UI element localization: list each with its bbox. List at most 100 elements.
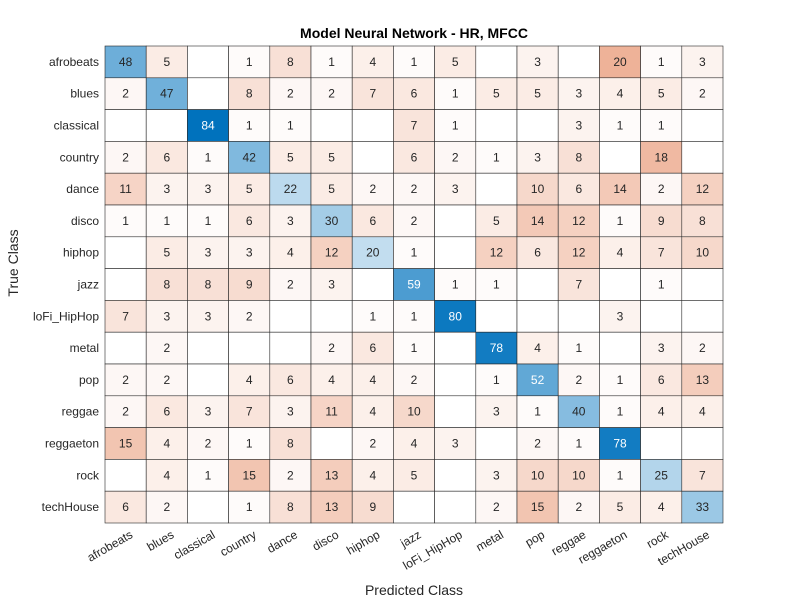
cell-lofi-hiphop-reggaeton [599, 300, 641, 333]
cell-value: 80 [449, 309, 463, 323]
cell-dance-rock [640, 172, 683, 206]
x-tick-label: classical [171, 527, 217, 562]
cell-reggaeton-country [228, 427, 271, 460]
cell-reggae-afrobeats [104, 395, 147, 428]
cell-dance-pop [516, 172, 559, 206]
cell-metal-country [228, 331, 271, 365]
cell-metal-afrobeats [104, 331, 147, 365]
cell-hiphop-jazz [393, 236, 435, 269]
cell-value: 3 [328, 278, 335, 292]
cell-rock-reggaeton [599, 459, 641, 492]
cell-value: 6 [163, 150, 170, 164]
cell-hiphop-classical [187, 236, 229, 269]
y-tick-label: loFi_HipHop [33, 309, 99, 323]
cell-value: 52 [531, 373, 545, 387]
cell-afrobeats-classical [187, 45, 229, 79]
cell-value: 8 [163, 278, 170, 292]
cell-value: 3 [534, 150, 541, 164]
cell-metal-dance [269, 331, 312, 365]
cell-value: 1 [617, 405, 624, 419]
cell-disco-reggaeton [599, 204, 641, 238]
cell-value: 13 [325, 468, 339, 482]
x-tick-label: disco [310, 527, 342, 553]
cell-value: 1 [658, 55, 665, 69]
cell-value: 1 [122, 214, 129, 228]
cell-techhouse-pop [516, 490, 559, 524]
cell-afrobeats-techhouse [681, 45, 724, 79]
cell-value: 18 [655, 150, 669, 164]
cell-hiphop-dance [269, 236, 312, 269]
cell-value: 8 [287, 437, 294, 451]
cell-classical-pop [516, 109, 559, 142]
cell-reggae-reggaeton [599, 395, 641, 428]
cell-value: 10 [696, 246, 710, 260]
cell-reggae-techhouse [681, 395, 724, 428]
cell-value: 10 [531, 182, 545, 196]
x-tick-label: metal [473, 527, 505, 554]
cell-value: 9 [658, 214, 665, 228]
cell-pop-blues [145, 363, 188, 397]
cell-hiphop-lofi-hiphop [434, 236, 477, 269]
cell-value: 40 [572, 405, 586, 419]
x-tick-label: afrobeats [85, 527, 135, 564]
cell-value: 2 [163, 341, 170, 355]
cell-value: 33 [696, 500, 710, 514]
cell-dance-dance [269, 172, 312, 206]
cell-techhouse-classical [187, 490, 229, 524]
cell-afrobeats-blues [145, 45, 188, 79]
cell-lofi-hiphop-blues [145, 300, 188, 333]
cell-hiphop-metal [475, 236, 518, 269]
cell-classical-lofi-hiphop [434, 109, 477, 142]
cell-lofi-hiphop-reggae [557, 300, 600, 333]
cell-value: 2 [575, 500, 582, 514]
cell-value: 2 [122, 405, 129, 419]
cell-hiphop-disco [310, 236, 353, 269]
cell-value: 12 [572, 214, 586, 228]
cell-jazz-hiphop [351, 268, 394, 301]
cell-value: 14 [531, 214, 545, 228]
cell-pop-lofi-hiphop [434, 363, 477, 397]
cell-value: 2 [122, 87, 129, 101]
cell-hiphop-blues [145, 236, 188, 269]
cell-value: 3 [534, 55, 541, 69]
cell-lofi-hiphop-disco [310, 300, 353, 333]
cell-country-techhouse [681, 141, 724, 174]
x-tick-label: hiphop [344, 527, 382, 557]
cell-value: 1 [493, 150, 500, 164]
cell-value: 3 [452, 437, 459, 451]
cell-value: 1 [617, 214, 624, 228]
cell-reggae-jazz [393, 395, 435, 428]
cell-classical-afrobeats [104, 109, 147, 142]
cell-country-rock [640, 141, 683, 174]
chart-title: Model Neural Network - HR, MFCC [300, 25, 528, 41]
cell-value: 5 [658, 87, 665, 101]
cell-value: 2 [699, 341, 706, 355]
cell-rock-country [228, 459, 271, 492]
cell-value: 3 [205, 309, 212, 323]
cell-value: 2 [534, 437, 541, 451]
cell-reggae-classical [187, 395, 229, 428]
cell-value: 1 [246, 119, 253, 133]
cell-rock-disco [310, 459, 353, 492]
y-tick-label: disco [71, 214, 99, 228]
y-tick-labels: afrobeats blues classical country dance disco… [33, 55, 100, 514]
cell-rock-afrobeats [104, 459, 147, 492]
x-tick-label: dance [265, 527, 301, 556]
cell-lofi-hiphop-hiphop [351, 300, 394, 333]
cell-value: 14 [613, 182, 627, 196]
cell-value: 1 [575, 341, 582, 355]
y-tick-label: country [60, 150, 99, 164]
cell-value: 4 [369, 468, 376, 482]
cell-jazz-reggae [557, 268, 600, 301]
cell-value: 7 [369, 87, 376, 101]
cell-value: 1 [493, 373, 500, 387]
cell-dance-lofi-hiphop [434, 172, 477, 206]
cell-value: 8 [246, 87, 253, 101]
cell-country-reggae [557, 141, 600, 174]
cell-value: 1 [452, 278, 459, 292]
cell-reggaeton-reggaeton [599, 427, 641, 460]
cell-reggaeton-techhouse [681, 427, 724, 460]
cell-value: 3 [575, 119, 582, 133]
cell-value: 8 [699, 214, 706, 228]
